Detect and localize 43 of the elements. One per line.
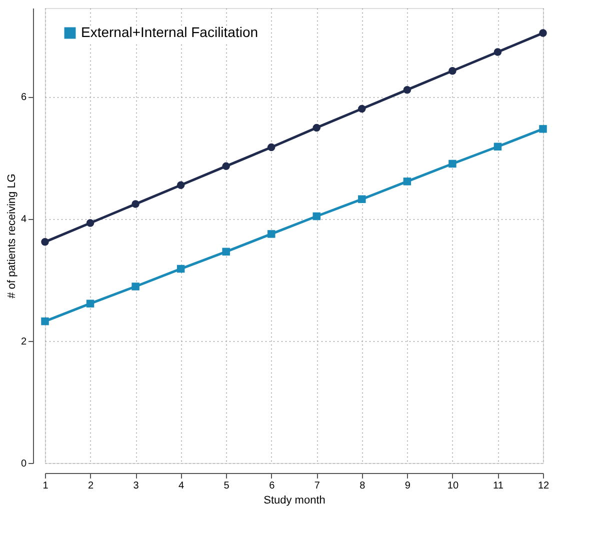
point <box>86 300 94 308</box>
point <box>448 160 456 168</box>
y-tick-label: 4 <box>20 214 27 226</box>
y-tick-label: 6 <box>20 92 27 104</box>
point <box>539 125 547 133</box>
point <box>222 162 230 170</box>
x-tick-label: 11 <box>493 480 504 492</box>
y-axis-title: # of patients receiving LG <box>6 174 18 298</box>
y-tick-label: 2 <box>20 336 27 348</box>
legend-label: External+Internal Facilitation <box>81 24 258 40</box>
x-axis-title: Study month <box>264 494 326 506</box>
x-tick-label: 3 <box>133 480 140 492</box>
point <box>267 230 276 238</box>
x-tick-label: 2 <box>88 480 94 492</box>
point <box>494 48 502 56</box>
x-tick-label: 7 <box>314 480 320 492</box>
point <box>176 264 185 273</box>
point <box>358 104 366 113</box>
x-tick-label: 12 <box>538 480 550 492</box>
point <box>86 219 94 227</box>
point <box>403 86 412 94</box>
point <box>267 143 276 152</box>
point <box>494 142 502 151</box>
x-tick-label: 1 <box>42 480 49 492</box>
point <box>403 178 412 186</box>
x-tick-label: 4 <box>178 480 185 492</box>
x-tick-label: 8 <box>360 480 366 492</box>
x-tick-label: 10 <box>447 480 459 492</box>
point <box>41 317 49 326</box>
point <box>448 67 456 75</box>
x-tick-label: 9 <box>404 480 411 492</box>
point <box>539 29 547 37</box>
x-tick-label: 5 <box>224 480 230 492</box>
x-tick-label: 6 <box>269 480 276 492</box>
point <box>312 124 321 132</box>
point <box>312 212 321 220</box>
point <box>222 248 230 256</box>
point <box>132 282 140 290</box>
point <box>132 200 140 208</box>
point <box>41 238 49 246</box>
point <box>358 195 366 204</box>
y-tick-label: 0 <box>20 458 27 470</box>
point <box>176 181 185 189</box>
